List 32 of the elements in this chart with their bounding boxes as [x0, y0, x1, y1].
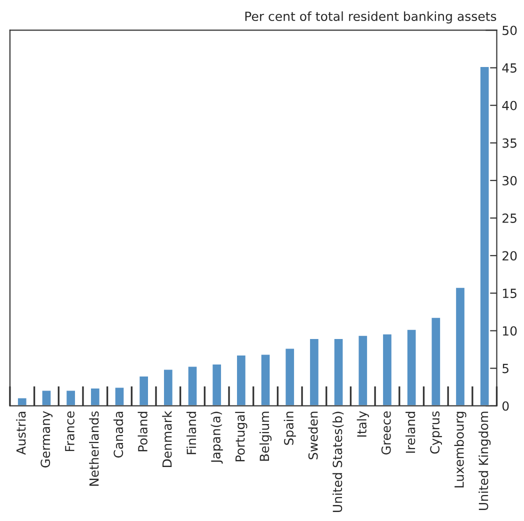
y-tick-label: 50 — [502, 26, 517, 36]
y-tick-label: 25 — [502, 214, 516, 223]
x-tick-label: Japan(a) — [210, 412, 223, 464]
x-tick-label: Italy — [356, 411, 369, 437]
y-tick-label: 15 — [502, 288, 516, 298]
y-tick-label: 0 — [502, 401, 509, 411]
y-tick-label: 40 — [502, 100, 517, 110]
x-tick-label: United Kingdom — [478, 412, 491, 510]
y-axis-title: Per cent of total resident banking assets — [245, 11, 496, 24]
x-tick-label: Ireland — [406, 412, 416, 453]
x-tick-label: Luxembourg — [454, 412, 466, 488]
x-tick-label: Greece — [381, 411, 391, 455]
x-tick-label: Netherlands — [89, 411, 99, 486]
y-tick-label: 35 — [502, 138, 516, 148]
x-tick-label: Poland — [138, 412, 148, 452]
x-tick-label: Portugal — [235, 412, 248, 462]
x-tick-label: Belgium — [259, 412, 272, 461]
x-tick-label: Canada — [113, 412, 124, 458]
x-tick-label: France — [65, 411, 74, 452]
y-tick-label: 10 — [502, 326, 517, 336]
y-tick-label: 5 — [502, 364, 508, 374]
x-tick-label: Cyprus — [430, 411, 442, 454]
x-tick-label: Denmark — [162, 410, 172, 467]
x-tick-label: United States(b) — [332, 412, 344, 512]
x-tick-label: Germany — [40, 411, 53, 468]
y-tick-label: 20 — [502, 251, 517, 261]
y-tick-label: 30 — [502, 176, 517, 186]
x-tick-label: Austria — [16, 412, 26, 455]
x-tick-label: Finland — [186, 412, 196, 454]
x-tick-label: Spain — [284, 412, 296, 445]
x-tick-label: Sweden — [308, 412, 318, 460]
y-tick-label: 45 — [502, 63, 516, 73]
